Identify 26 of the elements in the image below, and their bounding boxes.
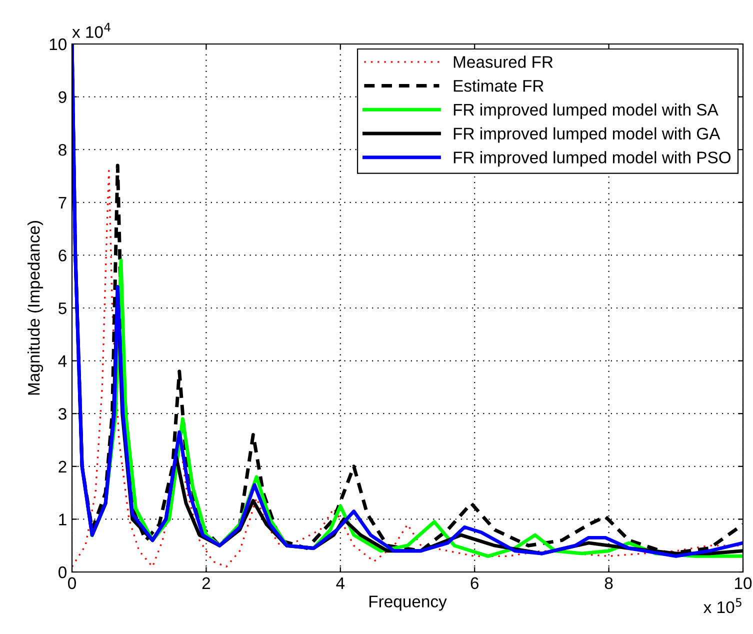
x-tick-label: 4: [336, 577, 345, 589]
text: x 10$^{4}$: [72, 22, 110, 38]
legend-label: Estimate FR: [454, 80, 544, 92]
y-tick-label: 0: [58, 566, 66, 578]
legend-label: FR improved lumped model with SA: [454, 103, 718, 119]
text: x 10$^{5}$: [704, 598, 742, 614]
x-tick-label: 0: [68, 577, 76, 590]
y-axis-title: Magnitude (Impedance): [28, 221, 44, 395]
x-tick-label: 2: [202, 577, 210, 589]
x-tick-label: 10: [735, 577, 752, 590]
x-tick-label: 8: [604, 577, 613, 590]
legend-label: FR improved lumped model with GA: [454, 127, 720, 143]
y-tick-label: 1: [59, 514, 66, 526]
y-tick-label: 10: [50, 38, 66, 50]
y-tick-label: 5: [58, 302, 66, 314]
y-tick-label: 9: [58, 91, 66, 104]
y-tick-label: 2: [58, 460, 66, 472]
y-tick-label: 7: [58, 196, 66, 208]
y-tick-label: 4: [58, 355, 67, 367]
legend-label: FR improved lumped model with PSO: [454, 151, 731, 167]
x-tick-label: 6: [470, 577, 478, 590]
legend-label: Measured FR: [454, 56, 553, 68]
y-tick-label: 8: [58, 144, 66, 156]
y-tick-label: 6: [58, 250, 66, 262]
y-tick-label: 3: [58, 408, 66, 420]
x-axis-title: Frequency: [370, 596, 447, 611]
